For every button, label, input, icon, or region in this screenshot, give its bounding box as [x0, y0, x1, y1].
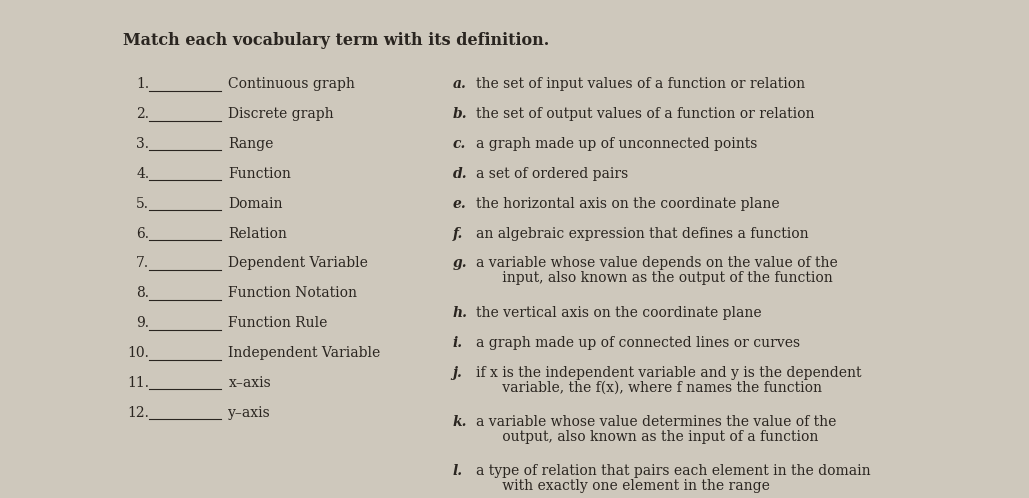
Text: 2.: 2.: [136, 107, 149, 121]
Text: 11.: 11.: [128, 376, 149, 390]
Text: 9.: 9.: [136, 316, 149, 330]
Text: Function Rule: Function Rule: [228, 316, 328, 330]
Text: 1.: 1.: [136, 77, 149, 91]
Text: k.: k.: [453, 415, 467, 429]
Text: g.: g.: [453, 256, 467, 270]
Text: the set of output values of a function or relation: the set of output values of a function o…: [476, 107, 815, 121]
Text: Independent Variable: Independent Variable: [228, 346, 381, 360]
Text: the vertical axis on the coordinate plane: the vertical axis on the coordinate plan…: [476, 306, 762, 320]
Text: Continuous graph: Continuous graph: [228, 77, 355, 91]
Text: j.: j.: [453, 366, 463, 379]
Text: if x is the independent variable and y is the dependent: if x is the independent variable and y i…: [476, 366, 862, 379]
Text: d.: d.: [453, 167, 467, 181]
Text: Match each vocabulary term with its definition.: Match each vocabulary term with its defi…: [123, 32, 549, 49]
Text: Discrete graph: Discrete graph: [228, 107, 334, 121]
Text: a set of ordered pairs: a set of ordered pairs: [476, 167, 629, 181]
Text: 5.: 5.: [136, 197, 149, 211]
Text: h.: h.: [453, 306, 468, 320]
Text: the set of input values of a function or relation: the set of input values of a function or…: [476, 77, 806, 91]
Text: an algebraic expression that defines a function: an algebraic expression that defines a f…: [476, 227, 809, 241]
Text: e.: e.: [453, 197, 466, 211]
Text: a variable whose value determines the value of the: a variable whose value determines the va…: [476, 415, 837, 429]
Text: i.: i.: [453, 336, 463, 350]
Text: 7.: 7.: [136, 256, 149, 270]
Text: 6.: 6.: [136, 227, 149, 241]
Text: x–axis: x–axis: [228, 376, 272, 390]
Text: output, also known as the input of a function: output, also known as the input of a fun…: [476, 430, 819, 444]
Text: 12.: 12.: [128, 406, 149, 420]
Text: Range: Range: [228, 137, 274, 151]
Text: with exactly one element in the range: with exactly one element in the range: [476, 479, 771, 493]
Text: a type of relation that pairs each element in the domain: a type of relation that pairs each eleme…: [476, 464, 872, 478]
Text: Function: Function: [228, 167, 291, 181]
Text: Dependent Variable: Dependent Variable: [228, 256, 368, 270]
Text: 10.: 10.: [128, 346, 149, 360]
Text: b.: b.: [453, 107, 467, 121]
Text: y–axis: y–axis: [228, 406, 272, 420]
Text: a graph made up of connected lines or curves: a graph made up of connected lines or cu…: [476, 336, 801, 350]
Text: the horizontal axis on the coordinate plane: the horizontal axis on the coordinate pl…: [476, 197, 780, 211]
Text: f.: f.: [453, 227, 463, 241]
Text: a variable whose value depends on the value of the: a variable whose value depends on the va…: [476, 256, 839, 270]
Text: variable, the f(x), where f names the function: variable, the f(x), where f names the fu…: [476, 380, 822, 394]
Text: 8.: 8.: [136, 286, 149, 300]
Text: Relation: Relation: [228, 227, 287, 241]
Text: a.: a.: [453, 77, 466, 91]
Text: 4.: 4.: [136, 167, 149, 181]
Text: Function Notation: Function Notation: [228, 286, 357, 300]
Text: a graph made up of unconnected points: a graph made up of unconnected points: [476, 137, 757, 151]
Text: input, also known as the output of the function: input, also known as the output of the f…: [476, 271, 833, 285]
Text: Domain: Domain: [228, 197, 283, 211]
Text: 3.: 3.: [136, 137, 149, 151]
Text: l.: l.: [453, 464, 463, 478]
Text: c.: c.: [453, 137, 466, 151]
